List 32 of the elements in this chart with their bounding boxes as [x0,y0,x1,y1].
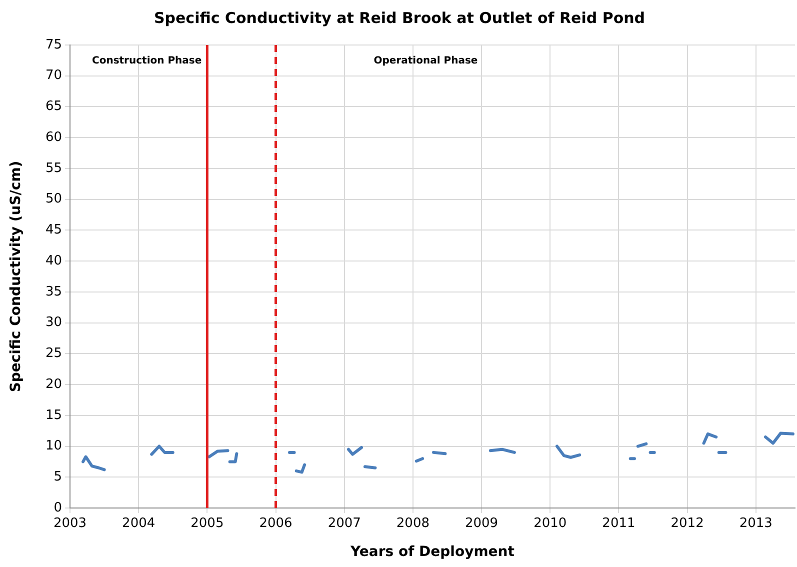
annotation: Operational Phase [374,56,478,67]
y-tick-label: 40 [45,253,62,268]
y-tick-label: 35 [45,284,62,300]
x-tick-label: 2013 [739,516,772,532]
x-tick-label: 2011 [602,516,636,532]
x-tick-label: 2008 [396,516,430,532]
y-tick-label: 20 [45,376,62,392]
y-tick-label: 10 [45,438,62,454]
x-tick-label: 2007 [328,516,361,532]
x-tick-label: 2012 [670,516,704,532]
x-tick-label: 2006 [259,516,292,532]
x-tick-label: 2003 [53,516,87,532]
y-tick-label: 5 [54,470,62,485]
annotation: Construction Phase [92,56,202,67]
x-tick-label: 2009 [464,516,498,532]
y-tick-label: 45 [45,222,62,238]
chart-title: Specific Conductivity at Reid Brook at Outlet of Reid Pond [154,8,646,27]
x-tick-label: 2005 [190,516,224,532]
y-tick-label: 0 [54,500,62,516]
x-tick-label: 2010 [534,516,567,532]
x-tick-label: 2004 [122,516,156,532]
y-tick-label: 75 [45,37,62,52]
y-tick-label: 50 [45,192,62,207]
x-axis-title: Years of Deployment [350,544,515,560]
y-tick-label: 30 [45,315,62,330]
y-axis-title: Specific Conductivity (uS/cm) [8,160,24,392]
y-tick-label: 65 [45,99,62,114]
y-tick-label: 55 [45,160,62,176]
y-tick-label: 15 [45,408,62,423]
y-tick-label: 60 [45,130,62,145]
y-tick-label: 70 [45,68,62,84]
y-tick-label: 25 [45,346,62,362]
